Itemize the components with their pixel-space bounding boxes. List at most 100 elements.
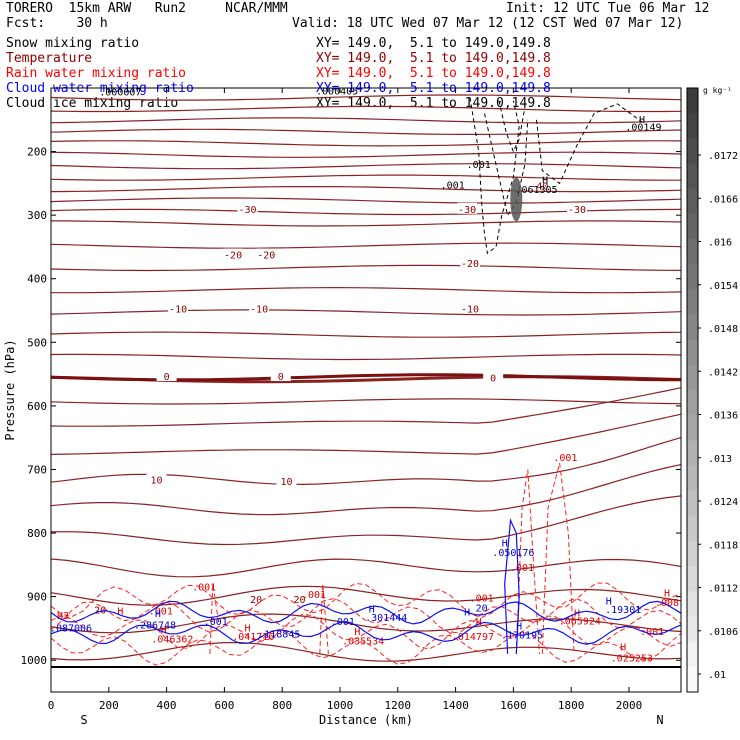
temperature-label: 0 (490, 373, 496, 384)
colorbar-swatch (687, 566, 698, 592)
temperature-isotherm (50, 163, 682, 170)
temperature-isotherm (50, 140, 682, 147)
colorbar-tick-label: .0172 (708, 151, 738, 162)
temperature-label-bg (223, 248, 244, 260)
cloud-water-label: 20 (476, 603, 488, 614)
temperature-label-bg (270, 370, 291, 382)
temperature-label: 10 (150, 476, 162, 487)
rain-water-label: .001 (640, 627, 664, 638)
temperature-label-bg (237, 202, 258, 214)
temperature-label: -10 (169, 305, 187, 316)
y-tick-label: 600 (27, 400, 47, 413)
rain-water-contour (541, 462, 575, 654)
cloud-water-label: .19301 (605, 605, 641, 616)
field-rain: Rain water mixing ratio (6, 66, 187, 81)
cloud-water-label: .001 (331, 617, 355, 628)
colorbar-tick-label: .01 (708, 670, 726, 681)
cloud-water-label: .301444 (365, 613, 407, 624)
temperature-isotherm (50, 117, 682, 124)
temperature-isotherm (50, 613, 682, 634)
temperature-label: -10 (461, 305, 479, 316)
temperature-isotherm (50, 331, 682, 338)
y-tick-label: 300 (27, 209, 47, 222)
colorbar-tick-label: .0142 (708, 367, 738, 378)
init-time: Init: 12 UTC Tue 06 Mar 12 (506, 1, 710, 16)
cloud-ice-label: .001 (467, 160, 491, 171)
plot-frame (50, 87, 682, 693)
cloud-water-label: H (502, 538, 508, 549)
field-temperature: Temperature (6, 51, 93, 66)
colorbar-tick-label: .0112 (708, 584, 738, 595)
colorbar-tick-label: .0154 (708, 281, 738, 292)
cloud-ice-label: H (639, 115, 645, 126)
forecast-hour: Fcst: 30 h (6, 16, 108, 31)
temperature-label-bg (289, 593, 310, 605)
temperature-label-bg (566, 202, 587, 214)
rain-water-label: .001 (149, 606, 173, 617)
temperature-isotherm (50, 186, 682, 193)
valid-time: Valid: 18 UTC Wed 07 Mar 12 (12 CST Wed … (292, 16, 684, 31)
cloud-water-label: .001 (204, 617, 228, 628)
rain-water-label: H (117, 606, 123, 617)
rain-water-label: H (161, 626, 167, 637)
temperature-isotherm (50, 309, 682, 316)
field-snow: Snow mixing ratio (6, 36, 140, 51)
rain-water-label: .001 (470, 594, 494, 605)
temperature-isotherm (50, 413, 682, 455)
temperature-label: -20 (224, 251, 242, 262)
temperature-label: -20 (257, 251, 275, 262)
cloud-water-label: H (369, 605, 375, 616)
colorbar-swatch (687, 541, 698, 567)
temperature-isotherm (50, 105, 682, 113)
temperature-isotherm (50, 151, 682, 158)
temperature-isotherm (51, 220, 682, 227)
cloud-water-label: H (464, 608, 470, 619)
temperature-label-bg (168, 302, 189, 314)
cloud-ice-label: H (542, 175, 548, 186)
colorbar-unit: g kg⁻¹ (703, 86, 732, 95)
temperature-label-bg (156, 370, 177, 382)
temperature-isotherm (50, 197, 682, 204)
colorbar-tick-label: .0106 (708, 627, 738, 638)
rain-water-label: H (476, 617, 482, 628)
temperature-label: 20 (250, 595, 262, 606)
temperature-isotherm (51, 286, 682, 294)
temperature-label-bg (146, 473, 167, 485)
cloud-ice-label: .000405 (316, 86, 358, 97)
temperature-label-bg (457, 202, 478, 214)
temperature-isotherm (50, 353, 682, 361)
temperature-label: -30 (238, 205, 256, 216)
cloud-ice-contour (469, 97, 520, 255)
cloud-water-label: H (606, 596, 612, 607)
colorbar-swatch (687, 641, 698, 668)
model-title: TORERO 15km ARW Run2 NCAR/MMM (6, 1, 288, 16)
temperature-isotherm (50, 387, 682, 427)
cloud-ice-label: .001 (441, 180, 465, 191)
cloud-ice-contour (498, 100, 526, 153)
colorbar-swatch (687, 515, 698, 542)
colorbar-swatch (687, 314, 698, 341)
y-tick-label: 200 (27, 146, 47, 159)
cloud-water-label: .170195 (501, 631, 543, 642)
rain-water-label: H (620, 643, 626, 654)
cloud-water-label: .050176 (492, 548, 534, 559)
x-axis-label: Distance (km) (319, 713, 413, 727)
cloud-ice-label: .061305 (515, 185, 557, 196)
cloud-water-label: H (155, 609, 161, 620)
rain-water-label: .001 (553, 453, 577, 464)
colorbar-swatch (687, 138, 698, 164)
colorbar-frame (686, 87, 699, 693)
rain-water-contour (50, 597, 682, 634)
rain-water-contour (515, 469, 540, 654)
field-rain-xy: XY= 149.0, 5.1 to 149.0,149.8 (316, 66, 551, 81)
y-tick-label: 500 (27, 336, 47, 349)
rain-water-label: .001 (302, 590, 326, 601)
temperature-label-bg (460, 256, 481, 268)
temperature-label: -10 (250, 305, 268, 316)
x-end-label-south: S (80, 713, 87, 727)
temperature-isotherm (50, 94, 682, 101)
temperature-label-bg (483, 371, 504, 383)
temperature-isotherm (50, 495, 682, 546)
colorbar-swatch (687, 88, 698, 114)
x-tick-label: 2000 (616, 699, 643, 712)
